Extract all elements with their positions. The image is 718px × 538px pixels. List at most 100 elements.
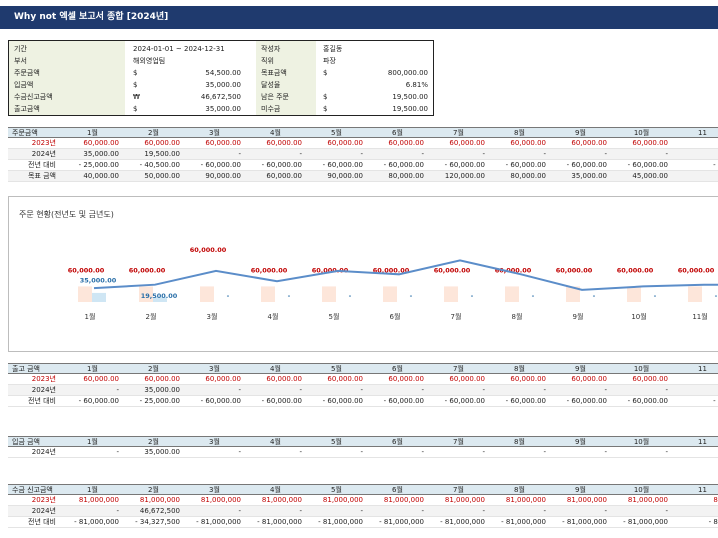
summary-left-label: 기간 xyxy=(14,45,27,53)
table-row: 전년 대비 - 60,000.00 - 25,000.00 - 60,000.00 - … xyxy=(8,396,718,407)
bar-2023 xyxy=(78,286,92,302)
month-header: 6월 xyxy=(392,129,403,137)
summary-right-label: 달성율 xyxy=(261,81,281,89)
table-cell: - xyxy=(360,448,363,456)
month-header: 7월 xyxy=(453,438,464,446)
table-cell: - xyxy=(665,507,668,515)
table-cell: - xyxy=(672,506,718,517)
category-label: 8월 xyxy=(512,312,523,321)
summary-right-value: 800,000.00 xyxy=(387,69,428,77)
bar-2024 xyxy=(92,292,106,302)
table-cell: - 81,000,000 xyxy=(379,518,424,526)
table-cell: 35,000.00 xyxy=(144,448,180,456)
table-cell: - xyxy=(421,150,424,158)
data-label-2024: - xyxy=(654,292,657,300)
month-header: 9월 xyxy=(575,129,586,137)
table-cell: 60, xyxy=(672,138,718,149)
table-cell: 81,0 xyxy=(713,496,718,504)
summary-right-value: 홍길동 xyxy=(323,45,343,53)
table-cell: - 81,000,000 xyxy=(318,518,363,526)
data-label-2023: 60,000.00 xyxy=(190,246,227,254)
summary-left-value: 2024-01-01 ~ 2024-12-31 xyxy=(133,45,225,53)
table-cell: - 60,000.00 xyxy=(627,161,668,169)
summary-left-cur: $ xyxy=(133,81,138,89)
category-label: 6월 xyxy=(390,312,401,321)
summary-row: 주문금액 $54,500.00 목표금액 $800,000.00 xyxy=(9,67,433,79)
month-header: 11 xyxy=(698,365,707,373)
bar-2023 xyxy=(505,286,519,302)
month-header: 5월 xyxy=(331,129,342,137)
month-header: 6월 xyxy=(392,486,403,494)
table-cell: - xyxy=(116,507,119,515)
table-cell: 60,000.00 xyxy=(632,139,668,147)
table-cell: 35,000.00 xyxy=(144,386,180,394)
summary-right-cur: $ xyxy=(323,69,328,77)
data-label-2023: 60,000.00 xyxy=(312,266,349,274)
table-cell: 60,000.00 xyxy=(449,139,485,147)
table-header: 입금 금액 1월 2월 3월 4월 5월 6월 7월 8월 9월 10월 11 xyxy=(8,436,718,447)
data-label-2024: - xyxy=(532,292,535,300)
table-header: 출고 금액 1월 2월 3월 4월 5월 6월 7월 8월 9월 10월 11 xyxy=(8,363,718,374)
table-cell: 81,000,000 xyxy=(383,496,424,504)
table-cell: - xyxy=(604,386,607,394)
table-cell: 60,000.00 xyxy=(83,139,119,147)
table-header: 수금 신고금액 1월 2월 3월 4월 5월 6월 7월 8월 9월 10월 11 xyxy=(8,484,718,495)
data-label-2024: 35,000.00 xyxy=(80,276,117,284)
summary-left-cur: $ xyxy=(133,69,138,77)
month-header: 4월 xyxy=(270,129,281,137)
table-cell: - xyxy=(421,448,424,456)
month-header: 8월 xyxy=(514,486,525,494)
table-row: 2024년-35,000.00--------- xyxy=(8,385,718,396)
table-cell: 60, xyxy=(672,374,718,385)
table-cell: 35,000.00 xyxy=(571,172,607,180)
month-header: 2월 xyxy=(148,129,159,137)
row-label: 전년 대비 xyxy=(28,518,56,526)
table-cell: - xyxy=(299,150,302,158)
table-cell: 60,000.00 xyxy=(571,139,607,147)
summary-right-value: 6.81% xyxy=(405,81,428,89)
table-cell: - 60,000.00 xyxy=(322,161,363,169)
summary-label-column xyxy=(9,41,125,115)
bar-2023 xyxy=(688,286,702,302)
table-cell: - xyxy=(604,507,607,515)
table-cell: 60,000.00 xyxy=(266,375,302,383)
table-cell: 60,000.00 xyxy=(144,375,180,383)
row-label: 2023년 xyxy=(31,375,56,383)
table-cell: - xyxy=(238,386,241,394)
table-cell: 81,000,000 xyxy=(261,496,302,504)
bar-2023 xyxy=(139,286,153,302)
month-header: 1월 xyxy=(87,486,98,494)
table-cell: 35,000.00 xyxy=(83,150,119,158)
table-cell: 60,000.00 xyxy=(388,139,424,147)
month-header: 4월 xyxy=(270,486,281,494)
category-label: 4월 xyxy=(268,312,279,321)
table-cell: - 81,000,000 xyxy=(257,518,302,526)
month-header: 4월 xyxy=(270,365,281,373)
table-cell: - xyxy=(672,385,718,396)
summary-right-value: 파장 xyxy=(323,57,336,65)
table-cell: - 81,000,000 xyxy=(196,518,241,526)
summary-left-label: 부서 xyxy=(14,57,27,65)
table-cell: - 34,327,500 xyxy=(135,518,180,526)
data-label-2023: 60,000.00 xyxy=(617,266,654,274)
table-cell: - xyxy=(116,386,119,394)
summary-panel: 기간 2024-01-01 ~ 2024-12-31 작성자 홍길동 부서 해외영업팀 직위… xyxy=(8,40,434,116)
month-header: 6월 xyxy=(392,438,403,446)
summary-left-label: 수금신고금액 xyxy=(14,93,53,101)
category-label: 1월 xyxy=(85,312,96,321)
month-header: 8월 xyxy=(514,438,525,446)
table-cell: - xyxy=(665,448,668,456)
summary-row: 입금액 $35,000.00 달성율 6.81% xyxy=(9,79,433,91)
data-label-2023: 60,000.00 xyxy=(68,266,105,274)
table-cell: 60,000.00 xyxy=(571,375,607,383)
table-cell: 50,000.00 xyxy=(144,172,180,180)
row-label: 2023년 xyxy=(31,496,56,504)
table-cell: - 81,000,000 xyxy=(501,518,546,526)
summary-left-label: 입금액 xyxy=(14,81,34,89)
table-cell: - 60,000.00 xyxy=(322,397,363,405)
bar-2023 xyxy=(444,286,458,302)
summary-left-value: 35,000.00 xyxy=(205,81,241,89)
table-cell: - 60,000.00 xyxy=(505,397,546,405)
table-cell: - xyxy=(672,149,718,160)
